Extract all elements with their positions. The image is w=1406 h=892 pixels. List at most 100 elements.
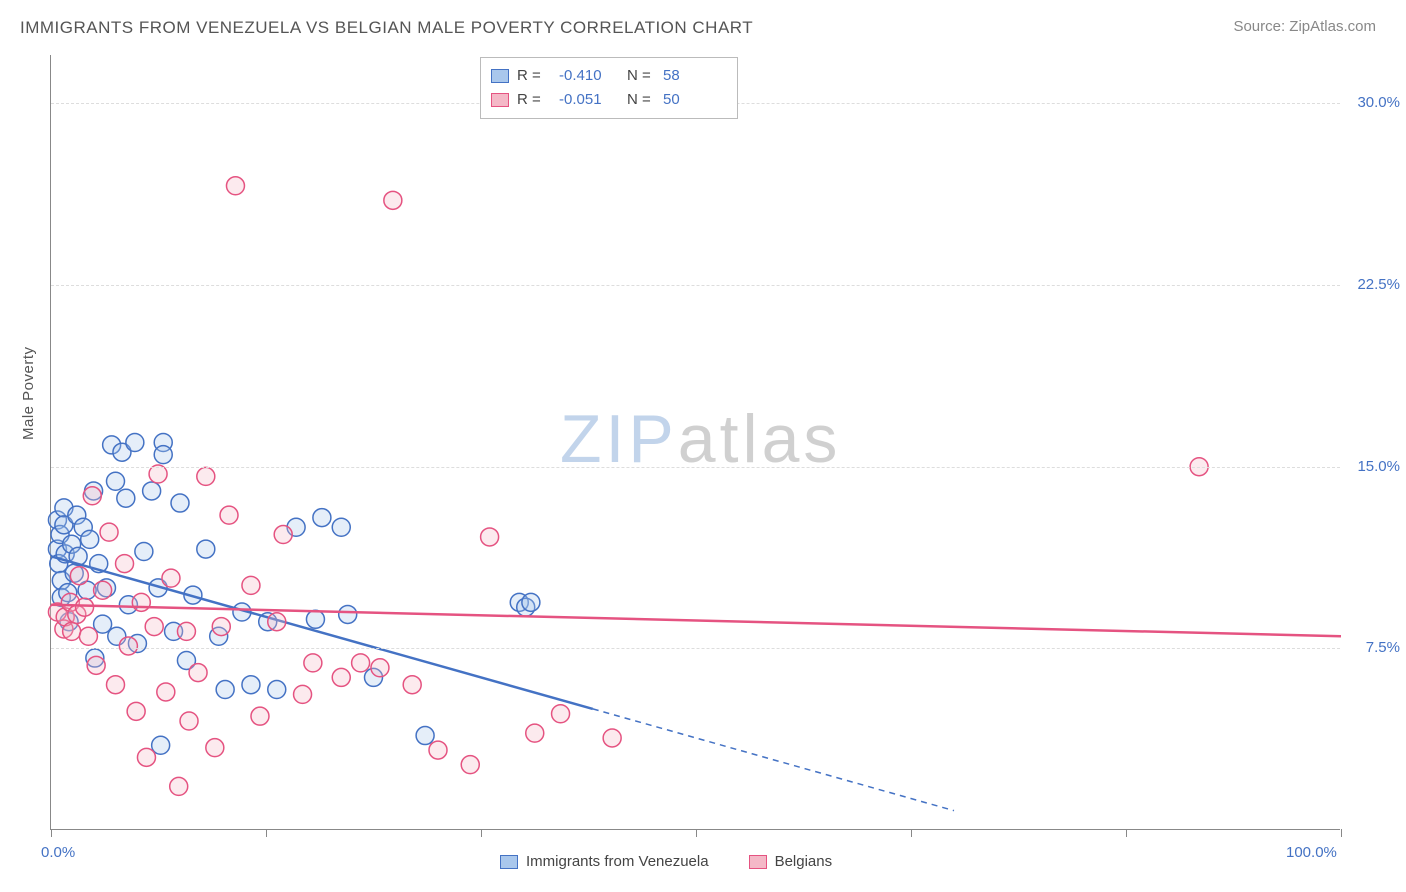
data-point-belgians [116,555,134,573]
y-tick-label: 15.0% [1357,458,1400,475]
legend-bottom-item: Immigrants from Venezuela [500,853,709,870]
x-tick-mark [696,829,697,837]
data-point-belgians [384,191,402,209]
data-point-venezuela [143,482,161,500]
data-point-belgians [79,627,97,645]
x-tick-mark [481,829,482,837]
data-point-venezuela [522,593,540,611]
data-point-belgians [100,523,118,541]
data-point-belgians [371,659,389,677]
legend-swatch [491,69,509,83]
data-point-belgians [461,756,479,774]
legend-n-value: 50 [663,88,723,112]
data-point-belgians [403,676,421,694]
data-point-venezuela [107,472,125,490]
data-point-venezuela [154,446,172,464]
gridline [51,648,1340,649]
legend-n-label: N = [627,64,655,88]
trend-line-dash-venezuela [593,709,954,811]
legend-top: R = -0.410 N = 58R = -0.051 N = 50 [480,57,738,119]
data-point-venezuela [135,542,153,560]
data-point-belgians [552,705,570,723]
data-point-belgians [177,622,195,640]
chart-container: IMMIGRANTS FROM VENEZUELA VS BELGIAN MAL… [0,0,1406,892]
legend-swatch [491,93,509,107]
data-point-belgians [268,613,286,631]
data-point-belgians [220,506,238,524]
data-point-belgians [157,683,175,701]
y-tick-label: 30.0% [1357,94,1400,111]
y-axis-label: Male Poverty [20,346,37,440]
data-point-venezuela [332,518,350,536]
data-point-belgians [127,702,145,720]
data-point-venezuela [171,494,189,512]
gridline [51,285,1340,286]
y-tick-label: 7.5% [1366,639,1400,656]
data-point-belgians [145,618,163,636]
data-point-belgians [162,569,180,587]
data-point-belgians [107,676,125,694]
legend-n-value: 58 [663,64,723,88]
data-point-belgians [603,729,621,747]
legend-label: Immigrants from Venezuela [526,853,709,870]
legend-bottom: Immigrants from Venezuela Belgians [500,853,832,870]
x-tick-mark [51,829,52,837]
data-point-venezuela [197,540,215,558]
data-point-belgians [352,654,370,672]
data-point-belgians [304,654,322,672]
legend-r-value: -0.410 [559,64,619,88]
data-point-belgians [212,618,230,636]
legend-r-value: -0.051 [559,88,619,112]
chart-title: IMMIGRANTS FROM VENEZUELA VS BELGIAN MAL… [20,18,753,38]
data-point-venezuela [117,489,135,507]
y-tick-label: 22.5% [1357,276,1400,293]
legend-swatch [500,855,518,869]
data-point-venezuela [268,681,286,699]
data-point-venezuela [416,727,434,745]
legend-top-row: R = -0.051 N = 50 [491,88,723,112]
data-point-belgians [119,637,137,655]
data-point-belgians [429,741,447,759]
data-point-belgians [189,664,207,682]
data-point-venezuela [216,681,234,699]
x-tick-mark [1126,829,1127,837]
data-point-belgians [294,685,312,703]
data-point-belgians [63,622,81,640]
data-point-belgians [197,467,215,485]
gridline [51,467,1340,468]
legend-r-label: R = [517,88,551,112]
plot-area: 7.5%15.0%22.5%30.0%0.0%100.0% [50,55,1340,830]
data-point-venezuela [242,676,260,694]
data-point-belgians [226,177,244,195]
legend-n-label: N = [627,88,655,112]
data-point-venezuela [152,736,170,754]
data-point-belgians [137,748,155,766]
data-point-venezuela [306,610,324,628]
legend-top-row: R =-0.410N =58 [491,64,723,88]
data-point-belgians [87,656,105,674]
data-point-venezuela [94,615,112,633]
data-point-belgians [242,576,260,594]
legend-swatch [749,855,767,869]
data-point-belgians [526,724,544,742]
data-point-venezuela [313,509,331,527]
data-point-belgians [332,668,350,686]
data-point-venezuela [126,434,144,452]
data-point-belgians [251,707,269,725]
data-point-belgians [132,593,150,611]
trend-line-venezuela [51,556,593,709]
x-tick-label: 0.0% [41,844,75,861]
data-point-belgians [206,739,224,757]
data-point-venezuela [339,605,357,623]
legend-label: Belgians [775,853,833,870]
plot-svg [51,55,1340,829]
data-point-belgians [94,581,112,599]
data-point-venezuela [81,530,99,548]
source-label: Source: ZipAtlas.com [1233,18,1376,35]
data-point-belgians [70,567,88,585]
data-point-belgians [274,526,292,544]
data-point-belgians [83,487,101,505]
data-point-belgians [481,528,499,546]
x-tick-mark [911,829,912,837]
data-point-belgians [180,712,198,730]
